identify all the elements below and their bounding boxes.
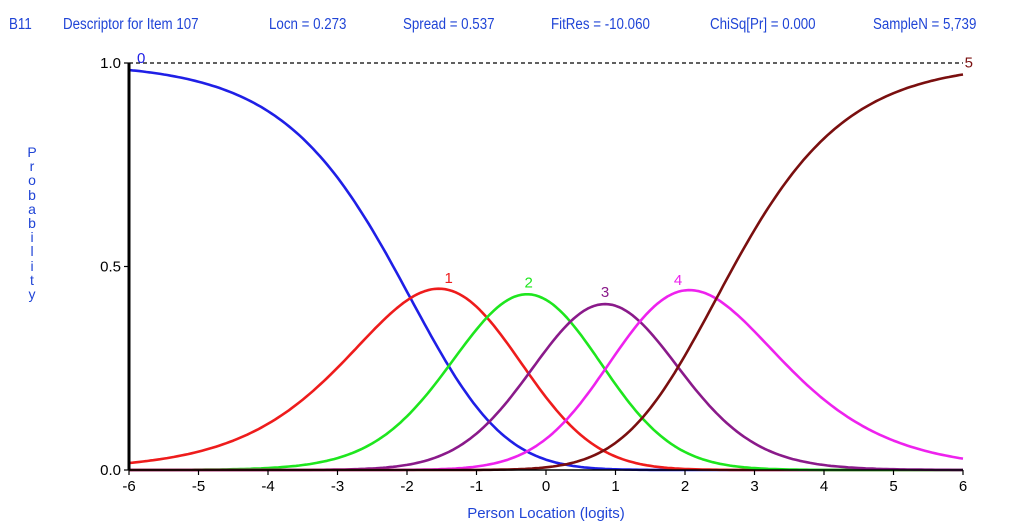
x-tick-label: -1 bbox=[470, 478, 483, 495]
y-axis-title-letter: P bbox=[27, 144, 37, 160]
series-0-label: 0 bbox=[137, 50, 145, 67]
x-tick-label: -6 bbox=[122, 478, 135, 495]
series-4-label: 4 bbox=[674, 272, 682, 289]
item-code: B11 bbox=[9, 16, 32, 33]
y-axis-title-letter: i bbox=[30, 229, 34, 246]
y-axis-title-letter: t bbox=[30, 271, 34, 288]
series-2-curve bbox=[129, 293, 963, 472]
chart-header: B11 Descriptor for Item 107 Locn = 0.273… bbox=[0, 16, 1014, 38]
y-tick-label: 0.0 bbox=[100, 462, 121, 479]
x-axis-title: Person Location (logits) bbox=[467, 505, 625, 522]
series-3-label: 3 bbox=[601, 284, 609, 301]
x-tick-label: -3 bbox=[331, 478, 344, 495]
y-tick-label: 0.5 bbox=[100, 259, 121, 276]
y-axis-title-letter: y bbox=[28, 286, 36, 303]
x-tick-label: 2 bbox=[681, 478, 689, 495]
x-tick-label: 4 bbox=[820, 478, 828, 495]
y-axis-title-letter: b bbox=[28, 186, 36, 203]
x-tick-label: 1 bbox=[611, 478, 619, 495]
x-tick-label: -4 bbox=[261, 478, 274, 495]
x-tick-label: -5 bbox=[192, 478, 205, 495]
y-axis-title-letter: l bbox=[30, 243, 34, 260]
x-tick-label: 5 bbox=[889, 478, 897, 495]
fitres-stat: FitRes = -10.060 bbox=[551, 16, 650, 33]
series-1-curve bbox=[128, 287, 963, 472]
series-1-label: 1 bbox=[445, 270, 453, 287]
x-tick-label: -2 bbox=[400, 478, 413, 495]
y-axis-title-letter: r bbox=[29, 158, 35, 175]
sample-size-stat: SampleN = 5,739 bbox=[873, 16, 977, 33]
y-tick-label: 1.0 bbox=[100, 55, 121, 72]
x-tick-label: 6 bbox=[959, 478, 967, 495]
y-axis-title-letter: i bbox=[30, 257, 34, 274]
series-2-label: 2 bbox=[524, 274, 532, 291]
x-tick-label: 3 bbox=[750, 478, 758, 495]
chisq-stat: ChiSq[Pr] = 0.000 bbox=[710, 16, 816, 33]
y-axis-title-letter: b bbox=[28, 215, 36, 232]
series-4-curve bbox=[129, 288, 964, 472]
series-5-label: 5 bbox=[965, 54, 973, 71]
y-axis-title-letter: o bbox=[28, 172, 36, 189]
y-axis-title-letter: a bbox=[28, 200, 36, 217]
location-stat: Locn = 0.273 bbox=[269, 16, 347, 33]
item-descriptor: Descriptor for Item 107 bbox=[63, 16, 199, 33]
spread-stat: Spread = 0.537 bbox=[403, 16, 495, 33]
series-3-curve bbox=[129, 302, 963, 472]
x-tick-label: 0 bbox=[542, 478, 550, 495]
